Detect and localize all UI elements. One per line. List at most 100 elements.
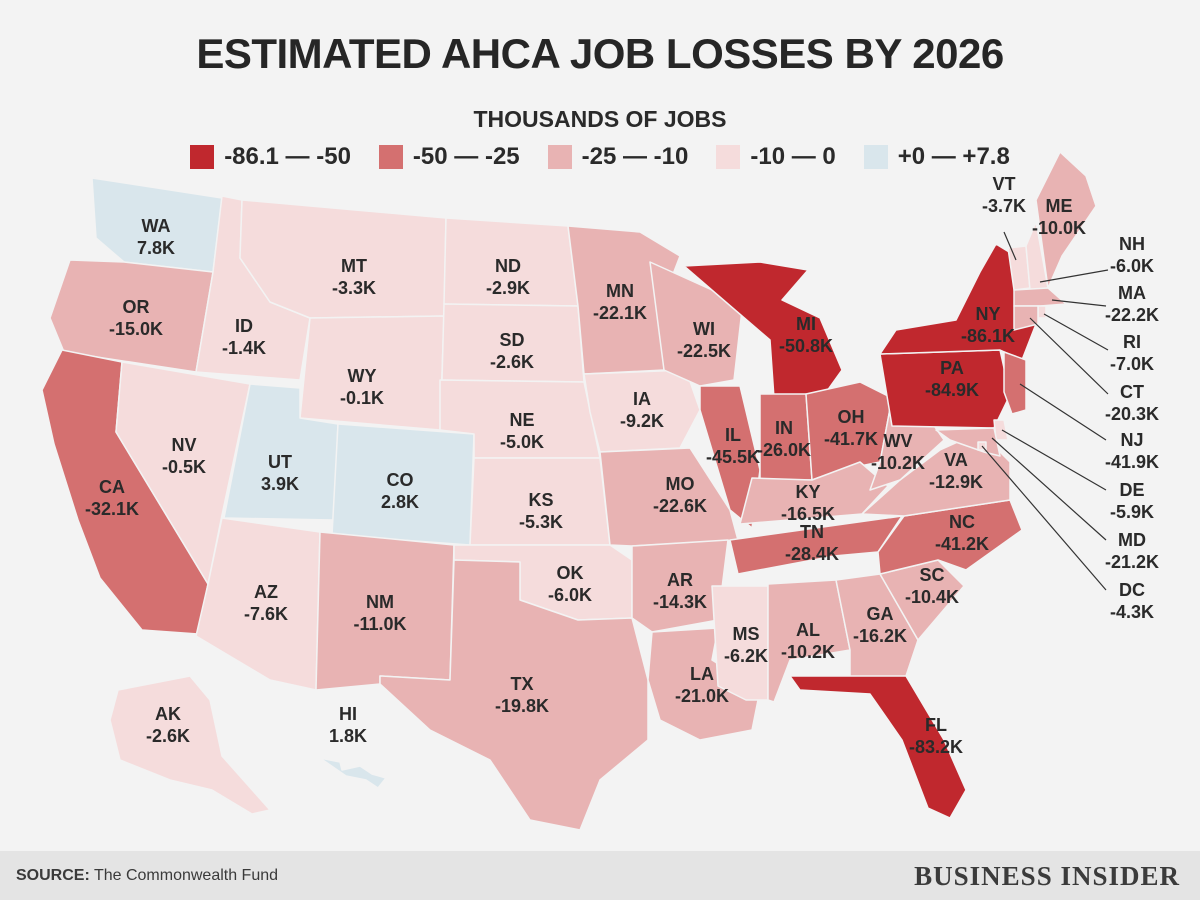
- state-value-label-il: -45.5K: [706, 447, 760, 467]
- legend-label-2: -50 — -25: [412, 143, 520, 170]
- leader-line-de: [1001, 429, 1107, 491]
- state-value-label-fl: -83.2K: [909, 737, 963, 757]
- state-code-label-ia: IA: [633, 389, 651, 409]
- state-code-label-wy: WY: [348, 366, 377, 386]
- legend-label-1: -86.1 — -50: [224, 143, 351, 170]
- footer: SOURCE: The Commonwealth Fund BUSINESS I…: [0, 851, 1200, 900]
- state-ky: [739, 461, 889, 525]
- state-code-label-ky: KY: [795, 482, 820, 502]
- leader-line-nh: [1039, 269, 1109, 283]
- state-code-label-nh: NH: [1119, 234, 1145, 254]
- legend-swatch-3: [547, 145, 572, 169]
- state-value-label-sc: -10.4K: [905, 587, 959, 607]
- state-code-label-wi: WI: [693, 319, 715, 339]
- state-code-label-pa: PA: [940, 358, 964, 378]
- state-value-label-la: -21.0K: [675, 686, 729, 706]
- state-code-label-hi: HI: [339, 704, 357, 724]
- legend-swatch-1: [190, 145, 215, 169]
- state-value-label-dc: -4.3K: [1110, 602, 1154, 622]
- state-value-label-mt: -3.3K: [332, 278, 376, 298]
- state-ri: [1037, 305, 1047, 319]
- state-tn: [729, 515, 903, 575]
- state-code-label-sc: SC: [919, 565, 944, 585]
- state-ar: [631, 539, 729, 633]
- state-code-label-md: MD: [1118, 530, 1146, 550]
- state-labels: WA7.8KOR-15.0KCA-32.1KID-1.4KNV-0.5KMT-3…: [85, 174, 1159, 757]
- state-code-label-il: IL: [725, 425, 741, 445]
- state-fl: [789, 675, 967, 819]
- state-value-label-tx: -19.8K: [495, 696, 549, 716]
- state-value-label-wa: 7.8K: [137, 238, 175, 258]
- legend-item-1: -86.1 — -50: [190, 143, 351, 171]
- leader-line-ri: [1043, 313, 1109, 351]
- state-ma: [1013, 287, 1067, 307]
- state-value-label-mi: -50.8K: [779, 336, 833, 356]
- state-code-label-oh: OH: [838, 407, 865, 427]
- legend-title: THOUSANDS OF JOBS: [473, 106, 727, 132]
- leader-line-vt: [1003, 231, 1017, 261]
- state-value-label-de: -5.9K: [1110, 502, 1154, 522]
- state-code-label-tn: TN: [800, 522, 824, 542]
- leader-lines: [981, 231, 1109, 591]
- state-value-label-nd: -2.9K: [486, 278, 530, 298]
- state-value-label-ca: -32.1K: [85, 499, 139, 519]
- leader-line-ma: [1051, 299, 1107, 307]
- legend-label-4: -10 — 0: [750, 143, 836, 170]
- state-value-label-oh: -41.7K: [824, 429, 878, 449]
- legend-label-5: +0 — +7.8: [897, 143, 1010, 170]
- state-code-label-nj: NJ: [1120, 430, 1143, 450]
- state-code-label-me: ME: [1046, 196, 1073, 216]
- state-value-label-nh: -6.0K: [1110, 256, 1154, 276]
- state-value-label-ok: -6.0K: [548, 585, 592, 605]
- state-tx: [379, 559, 649, 831]
- state-code-label-la: LA: [690, 664, 714, 684]
- state-value-label-ct: -20.3K: [1105, 404, 1159, 424]
- state-code-label-ga: GA: [867, 604, 894, 624]
- state-value-label-az: -7.6K: [244, 604, 288, 624]
- state-code-label-co: CO: [387, 470, 414, 490]
- state-ak: [109, 675, 271, 815]
- state-value-label-va: -12.9K: [929, 472, 983, 492]
- state-code-label-ct: CT: [1120, 382, 1144, 402]
- leader-line-ct: [1029, 317, 1109, 395]
- state-value-label-ms: -6.2K: [724, 646, 768, 666]
- state-value-label-nv: -0.5K: [162, 457, 206, 477]
- state-ct: [1013, 305, 1039, 331]
- state-code-label-ms: MS: [733, 624, 760, 644]
- state-code-label-ny: NY: [975, 304, 1000, 324]
- state-code-label-ma: MA: [1118, 283, 1146, 303]
- state-value-label-tn: -28.4K: [785, 544, 839, 564]
- state-value-label-pa: -84.9K: [925, 380, 979, 400]
- state-value-label-nj: -41.9K: [1105, 452, 1159, 472]
- map-title: ESTIMATED AHCA JOB LOSSES BY 2026: [196, 30, 1004, 77]
- state-code-label-nm: NM: [366, 592, 394, 612]
- state-value-label-ri: -7.0K: [1110, 354, 1154, 374]
- state-code-label-va: VA: [944, 450, 968, 470]
- state-value-label-wi: -22.5K: [677, 341, 731, 361]
- state-code-label-ri: RI: [1123, 332, 1141, 352]
- state-value-label-ky: -16.5K: [781, 504, 835, 524]
- legend-label-3: -25 — -10: [581, 143, 689, 170]
- state-value-label-mo: -22.6K: [653, 496, 707, 516]
- state-code-label-mt: MT: [341, 256, 367, 276]
- legend-item-2: -50 — -25: [378, 143, 520, 171]
- state-value-label-ia: -9.2K: [620, 411, 664, 431]
- source-label: SOURCE:: [16, 867, 90, 884]
- business-insider-logo: BUSINESS INSIDER: [914, 861, 1180, 891]
- source-text: The Commonwealth Fund: [89, 867, 279, 884]
- state-code-label-ne: NE: [509, 410, 534, 430]
- state-il: [699, 385, 761, 529]
- state-code-label-mn: MN: [606, 281, 634, 301]
- legend-swatch-4: [716, 145, 741, 169]
- state-value-label-id: -1.4K: [222, 338, 266, 358]
- state-code-label-vt: VT: [992, 174, 1015, 194]
- state-code-label-ca: CA: [99, 477, 125, 497]
- legend: -86.1 — -50 -50 — -25 -25 — -10 -10 — 0 …: [0, 143, 1200, 171]
- state-code-label-fl: FL: [925, 715, 947, 735]
- state-value-label-wv: -10.2K: [871, 453, 925, 473]
- state-code-label-ar: AR: [667, 570, 693, 590]
- state-code-label-sd: SD: [499, 330, 524, 350]
- legend-swatch-2: [378, 145, 403, 169]
- state-hi: [319, 757, 387, 789]
